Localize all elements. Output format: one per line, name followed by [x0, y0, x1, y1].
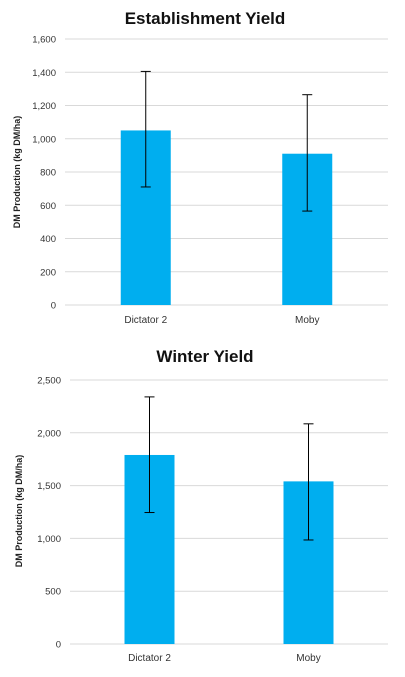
chart-title: Winter Yield	[156, 347, 253, 366]
x-tick-label: Dictator 2	[124, 315, 167, 326]
chart-title: Establishment Yield	[125, 9, 286, 28]
y-tick-label: 600	[40, 201, 56, 212]
y-axis-label: DM Production (kg DM/ha)	[14, 455, 24, 568]
plot-area: 0 500 1,000 1,500 2,000 2,500 Dictator 2 Moby	[37, 376, 388, 664]
y-tick-label: 500	[45, 587, 61, 598]
y-tick-label: 0	[56, 640, 61, 651]
y-tick-label: 1,000	[32, 134, 56, 145]
establishment-yield-chart: Establishment Yield DM Production (kg DM…	[12, 9, 388, 326]
y-tick-label: 1,600	[32, 35, 56, 46]
y-tick-label: 1,200	[32, 101, 56, 112]
y-tick-label: 2,000	[37, 428, 61, 439]
y-tick-label: 800	[40, 168, 56, 179]
x-tick-label: Moby	[295, 315, 319, 326]
plot-area: 0 200 400 600 800 1,000 1,200 1,400 1,600 Dictato…	[32, 35, 388, 326]
x-tick-label: Dictator 2	[128, 653, 171, 664]
y-tick-label: 0	[51, 301, 56, 312]
x-tick-label: Moby	[296, 653, 320, 664]
y-tick-label: 1,500	[37, 481, 61, 492]
y-tick-label: 200	[40, 267, 56, 278]
y-tick-label: 1,000	[37, 534, 61, 545]
y-axis-label: DM Production (kg DM/ha)	[12, 116, 22, 229]
winter-yield-chart: Winter Yield DM Production (kg DM/ha) 0 5…	[14, 347, 388, 664]
y-tick-label: 1,400	[32, 68, 56, 79]
y-tick-label: 2,500	[37, 376, 61, 387]
y-tick-label: 400	[40, 234, 56, 245]
